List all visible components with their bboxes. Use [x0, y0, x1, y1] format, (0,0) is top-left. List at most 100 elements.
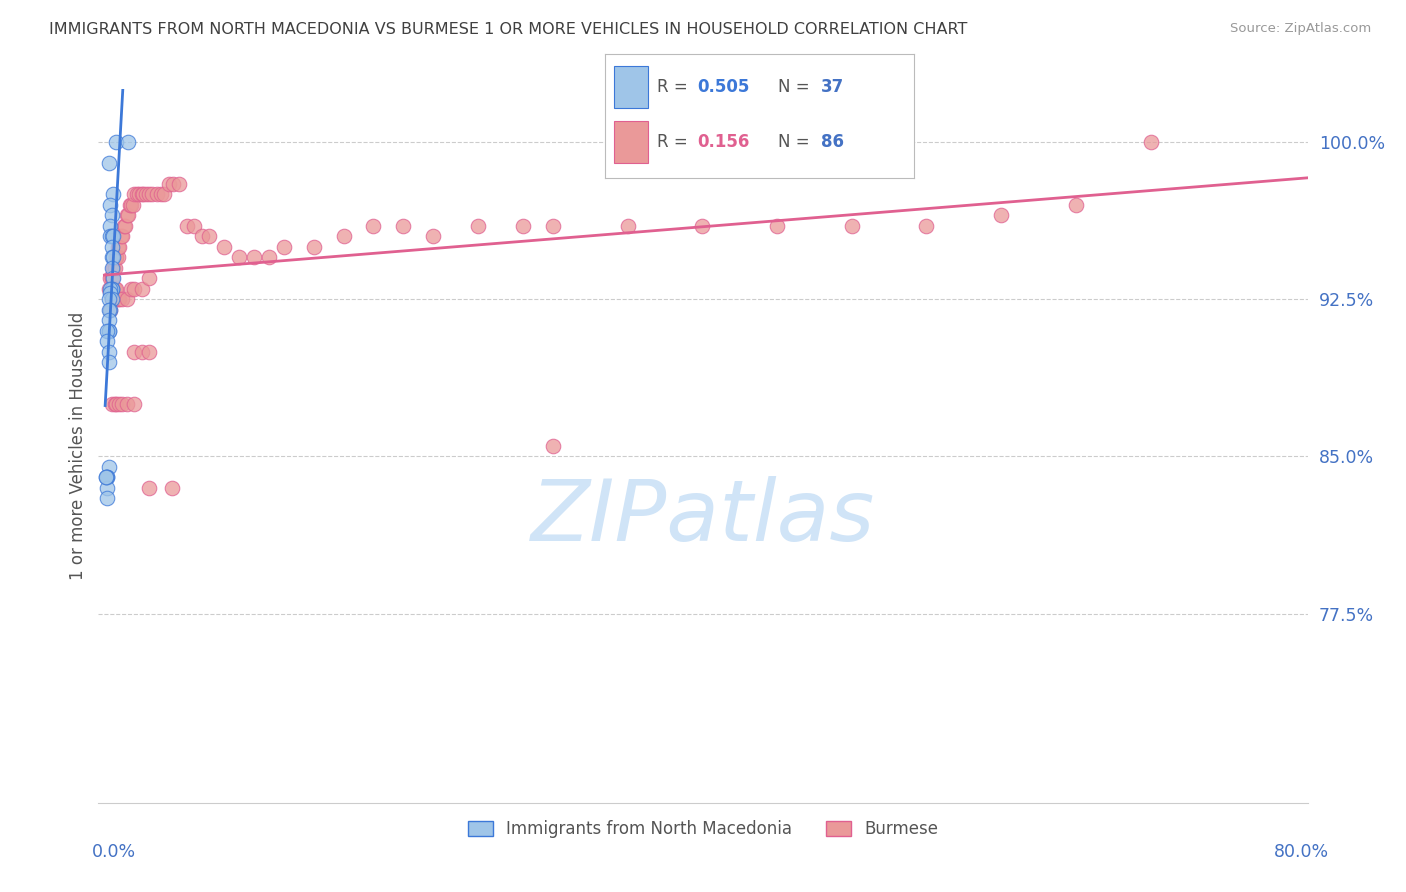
- Point: [160, 481, 183, 495]
- Point: [112, 219, 135, 233]
- Point: [105, 397, 128, 411]
- Point: [107, 239, 129, 253]
- Point: [162, 177, 184, 191]
- Point: [127, 187, 149, 202]
- Point: [101, 282, 124, 296]
- Point: [138, 271, 160, 285]
- Point: [97, 155, 120, 169]
- Point: [101, 271, 124, 285]
- Point: [131, 344, 153, 359]
- Point: [101, 260, 124, 275]
- Point: [108, 292, 131, 306]
- Point: [103, 187, 125, 202]
- Point: [100, 197, 122, 211]
- Point: [103, 260, 125, 275]
- Point: [101, 239, 124, 253]
- Point: [101, 229, 124, 244]
- Point: [100, 219, 122, 233]
- Point: [105, 135, 128, 149]
- Point: [135, 187, 157, 202]
- Point: [118, 197, 141, 211]
- Text: Source: ZipAtlas.com: Source: ZipAtlas.com: [1230, 22, 1371, 36]
- Text: 80.0%: 80.0%: [1274, 843, 1329, 861]
- Legend: Immigrants from North Macedonia, Burmese: Immigrants from North Macedonia, Burmese: [461, 814, 945, 845]
- Point: [157, 177, 180, 191]
- Point: [108, 397, 131, 411]
- Point: [121, 197, 143, 211]
- Text: 86: 86: [821, 133, 844, 151]
- Point: [243, 250, 266, 264]
- Point: [176, 219, 198, 233]
- Point: [138, 481, 160, 495]
- Point: [101, 250, 124, 264]
- Point: [100, 271, 122, 285]
- Point: [111, 229, 134, 244]
- Text: 37: 37: [821, 78, 845, 96]
- Point: [105, 282, 128, 296]
- Point: [96, 491, 118, 506]
- Point: [1139, 135, 1161, 149]
- Point: [105, 250, 128, 264]
- Point: [103, 250, 125, 264]
- Point: [101, 282, 124, 296]
- Bar: [614, 66, 648, 109]
- Point: [111, 397, 134, 411]
- Point: [1064, 197, 1087, 211]
- Point: [228, 250, 250, 264]
- Point: [101, 397, 124, 411]
- Point: [103, 282, 125, 296]
- Point: [128, 187, 150, 202]
- Point: [103, 271, 125, 285]
- Point: [915, 219, 938, 233]
- Point: [105, 250, 128, 264]
- Point: [512, 219, 534, 233]
- Point: [124, 397, 146, 411]
- Point: [115, 292, 138, 306]
- Point: [131, 282, 153, 296]
- Point: [94, 470, 117, 484]
- Point: [541, 439, 564, 453]
- Point: [690, 219, 713, 233]
- Point: [107, 292, 129, 306]
- Text: 0.0%: 0.0%: [91, 843, 135, 861]
- Point: [467, 219, 489, 233]
- Point: [766, 219, 789, 233]
- Point: [101, 271, 124, 285]
- Point: [94, 470, 117, 484]
- Point: [100, 282, 122, 296]
- Point: [117, 135, 139, 149]
- Point: [111, 292, 134, 306]
- Bar: [614, 121, 648, 163]
- Point: [97, 355, 120, 369]
- Point: [110, 229, 132, 244]
- Point: [97, 302, 120, 317]
- Point: [124, 187, 146, 202]
- Point: [212, 239, 235, 253]
- Point: [97, 324, 120, 338]
- Point: [108, 239, 131, 253]
- Point: [990, 208, 1012, 222]
- Text: 0.156: 0.156: [697, 133, 749, 151]
- Point: [132, 187, 155, 202]
- Point: [104, 282, 127, 296]
- Point: [363, 219, 385, 233]
- Point: [150, 187, 173, 202]
- Point: [257, 250, 280, 264]
- Point: [153, 187, 176, 202]
- Point: [107, 250, 129, 264]
- Point: [101, 292, 124, 306]
- Point: [96, 481, 118, 495]
- Point: [392, 219, 415, 233]
- Point: [131, 187, 153, 202]
- Point: [101, 292, 124, 306]
- Point: [124, 344, 146, 359]
- Text: IMMIGRANTS FROM NORTH MACEDONIA VS BURMESE 1 OR MORE VEHICLES IN HOUSEHOLD CORRE: IMMIGRANTS FROM NORTH MACEDONIA VS BURME…: [49, 22, 967, 37]
- Point: [96, 470, 118, 484]
- Text: R =: R =: [657, 78, 693, 96]
- Point: [101, 208, 124, 222]
- Point: [124, 282, 146, 296]
- Point: [120, 197, 142, 211]
- Point: [332, 229, 354, 244]
- Point: [541, 219, 564, 233]
- Point: [167, 177, 190, 191]
